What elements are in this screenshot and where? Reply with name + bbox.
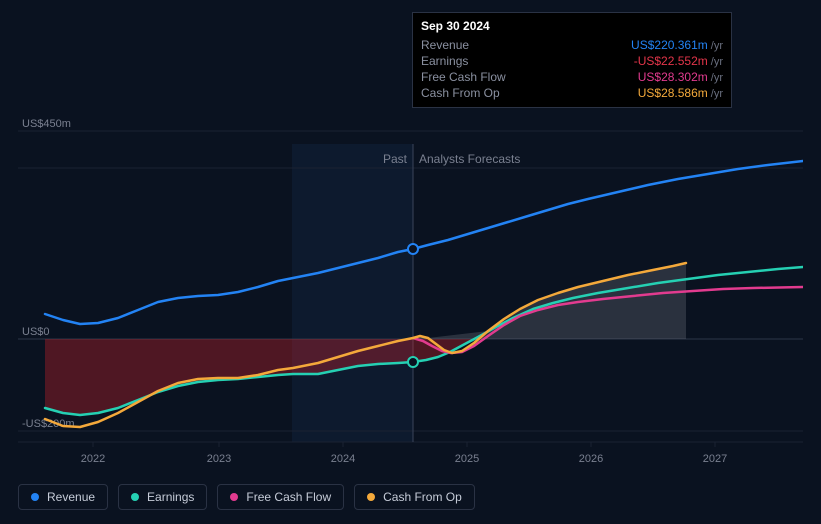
tooltip-row-label: Free Cash Flow [421, 70, 506, 84]
tooltip-row-label: Cash From Op [421, 86, 500, 100]
legend-item[interactable]: Revenue [18, 484, 108, 510]
legend-dot-icon [31, 493, 39, 501]
tooltip-row: Free Cash Flow US$28.302m/yr [421, 69, 723, 85]
legend-item[interactable]: Free Cash Flow [217, 484, 344, 510]
legend-item[interactable]: Cash From Op [354, 484, 475, 510]
svg-text:2022: 2022 [81, 453, 105, 465]
tooltip-row-value: US$28.586m [638, 86, 708, 100]
legend-item-label: Cash From Op [383, 490, 462, 504]
legend-item-label: Revenue [47, 490, 95, 504]
tooltip-row-value: US$28.302m [638, 70, 708, 84]
legend-dot-icon [367, 493, 375, 501]
svg-text:2026: 2026 [579, 453, 603, 465]
svg-text:US$0: US$0 [22, 326, 50, 338]
tooltip-row-unit: /yr [711, 72, 723, 84]
chart-legend: Revenue Earnings Free Cash Flow Cash From O… [18, 484, 475, 510]
tooltip-row: Cash From Op US$28.586m/yr [421, 85, 723, 101]
forecast-section-label: Analysts Forecasts [419, 152, 520, 166]
svg-text:US$450m: US$450m [22, 118, 71, 130]
svg-text:2024: 2024 [331, 453, 355, 465]
svg-text:2023: 2023 [207, 453, 231, 465]
chart-container: US$450mUS$0-US$200m202220232024202520262… [18, 0, 803, 478]
tooltip-row: Earnings -US$22.552m/yr [421, 53, 723, 69]
tooltip-date: Sep 30 2024 [421, 19, 723, 33]
tooltip-row-unit: /yr [711, 40, 723, 52]
legend-item-label: Free Cash Flow [246, 490, 331, 504]
legend-item[interactable]: Earnings [118, 484, 207, 510]
chart-tooltip: Sep 30 2024 RevenueUS$220.361m/yrEarning… [412, 12, 732, 108]
tooltip-row: Revenue US$220.361m/yr [421, 37, 723, 53]
tooltip-row-label: Revenue [421, 38, 469, 52]
tooltip-row-value: -US$22.552m [634, 54, 708, 68]
legend-dot-icon [230, 493, 238, 501]
legend-dot-icon [131, 493, 139, 501]
legend-item-label: Earnings [147, 490, 194, 504]
tooltip-row-value: US$220.361m [631, 38, 708, 52]
tooltip-row-label: Earnings [421, 54, 468, 68]
past-section-label: Past [383, 152, 407, 166]
svg-text:2025: 2025 [455, 453, 479, 465]
tooltip-row-unit: /yr [711, 88, 723, 100]
tooltip-row-unit: /yr [711, 56, 723, 68]
svg-text:2027: 2027 [703, 453, 727, 465]
